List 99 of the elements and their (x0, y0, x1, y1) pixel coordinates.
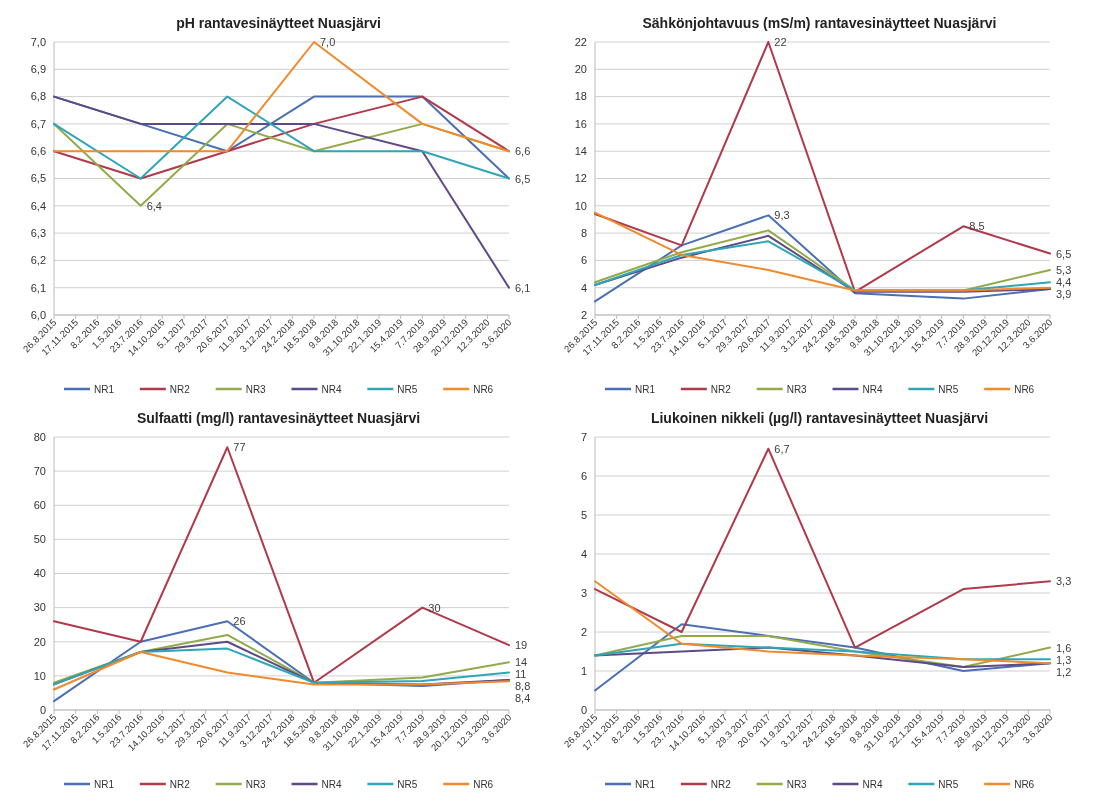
y-tick-label: 6,4 (30, 199, 46, 212)
legend-label: NR6 (1014, 778, 1035, 790)
data-label: 4,4 (1056, 276, 1072, 289)
y-tick-label: 18 (574, 90, 587, 103)
data-label: 7,0 (320, 36, 336, 48)
legend-label: NR6 (473, 383, 494, 395)
chart-title: Liukoinen nikkeli (µg/l) rantavesinäytteet Nuasjärvi (650, 410, 989, 426)
y-tick-label: 10 (574, 199, 587, 212)
chart-title: Sähkönjohtavuus (mS/m) rantavesinäytteet Nuasjärvi (642, 15, 997, 31)
y-tick-label: 16 (574, 117, 587, 130)
y-tick-label: 1 (580, 664, 587, 677)
y-tick-label: 4 (580, 281, 587, 294)
y-tick-label: 0 (580, 703, 587, 716)
legend-label: NR6 (473, 778, 494, 790)
y-tick-label: 6,2 (30, 254, 46, 267)
legend-label: NR3 (786, 778, 808, 790)
y-tick-label: 6,7 (30, 117, 46, 130)
legend-label: NR4 (321, 383, 342, 395)
data-label: 1,2 (1056, 665, 1072, 678)
line-series (594, 642, 1051, 661)
y-tick-label: 20 (574, 63, 587, 76)
y-tick-label: 20 (33, 635, 46, 648)
y-tick-label: 22 (574, 35, 587, 48)
legend-label: NR5 (397, 778, 418, 790)
legend-label: NR4 (321, 778, 342, 790)
legend-label: NR4 (862, 778, 883, 790)
data-label: 22 (774, 36, 787, 48)
data-label: 6,6 (515, 145, 531, 158)
y-tick-label: 6,1 (30, 281, 46, 294)
data-label: 30 (428, 601, 441, 614)
y-tick-label: 6,6 (30, 145, 46, 158)
legend-label: NR1 (635, 778, 656, 790)
chart-title: Sulfaatti (mg/l) rantavesinäytteet Nuasjärvi (136, 410, 421, 426)
data-label: 6,5 (515, 172, 531, 185)
y-tick-label: 60 (33, 499, 46, 512)
line-series (53, 95, 510, 180)
data-label: 1,3 (1056, 653, 1072, 666)
y-tick-label: 40 (33, 567, 46, 580)
y-tick-label: 6 (580, 469, 587, 482)
y-tick-label: 0 (39, 703, 46, 716)
y-tick-label: 8 (580, 226, 587, 239)
y-tick-label: 2 (580, 625, 587, 638)
y-tick-label: 2 (580, 308, 587, 321)
y-tick-label: 10 (33, 669, 46, 682)
legend-label: NR5 (938, 778, 959, 790)
legend-label: NR3 (245, 383, 267, 395)
y-tick-label: 12 (574, 172, 587, 185)
y-tick-label: 6,0 (30, 308, 46, 321)
line-series (594, 211, 1051, 292)
y-tick-label: 6 (580, 254, 587, 267)
legend-label: NR3 (245, 778, 267, 790)
data-label: 77 (233, 441, 246, 454)
data-label: 11 (515, 668, 527, 681)
line-series (53, 633, 510, 684)
y-tick-label: 50 (33, 533, 46, 546)
y-tick-label: 6,8 (30, 90, 46, 103)
y-tick-label: 3 (580, 586, 587, 599)
chart-title: pH rantavesinäytteet Nuasjärvi (176, 15, 381, 31)
y-tick-label: 14 (574, 145, 587, 158)
data-label: 6,4 (146, 199, 162, 212)
legend-label: NR1 (635, 383, 656, 395)
y-tick-label: 5 (580, 508, 587, 521)
y-tick-label: 6,3 (30, 226, 46, 239)
data-label: 1,6 (1056, 641, 1072, 654)
data-label: 6,5 (1056, 247, 1072, 260)
legend-label: NR6 (1014, 383, 1035, 395)
data-label: 3,9 (1056, 288, 1072, 301)
data-label: 8,4 (515, 692, 531, 705)
y-tick-label: 6,5 (30, 172, 46, 185)
y-tick-label: 70 (33, 464, 46, 477)
legend-label: NR2 (169, 778, 191, 790)
y-tick-label: 80 (33, 430, 46, 443)
data-label: 19 (515, 639, 528, 652)
y-tick-label: 30 (33, 601, 46, 614)
line-series (594, 447, 1051, 649)
data-label: 6,7 (774, 442, 790, 455)
data-label: 3,3 (1056, 575, 1072, 588)
data-label: 5,3 (1056, 263, 1072, 276)
legend-label: NR2 (710, 383, 732, 395)
legend-label: NR4 (862, 383, 883, 395)
legend-label: NR2 (710, 778, 732, 790)
line-series (594, 580, 1051, 665)
legend-label: NR3 (786, 383, 808, 395)
y-tick-label: 4 (580, 547, 587, 560)
legend-label: NR5 (397, 383, 418, 395)
data-label: 8,5 (969, 220, 985, 233)
data-label: 9,3 (774, 209, 790, 222)
legend-label: NR1 (94, 778, 115, 790)
y-tick-label: 7,0 (30, 35, 46, 48)
legend-label: NR5 (938, 383, 959, 395)
legend-label: NR1 (94, 383, 115, 395)
y-tick-label: 7 (580, 430, 587, 443)
data-label: 14 (515, 656, 528, 669)
legend-label: NR2 (169, 383, 191, 395)
data-label: 6,1 (515, 281, 531, 294)
line-series (53, 95, 510, 289)
data-label: 8,8 (515, 680, 531, 693)
data-label: 26 (233, 615, 246, 628)
y-tick-label: 6,9 (30, 63, 46, 76)
